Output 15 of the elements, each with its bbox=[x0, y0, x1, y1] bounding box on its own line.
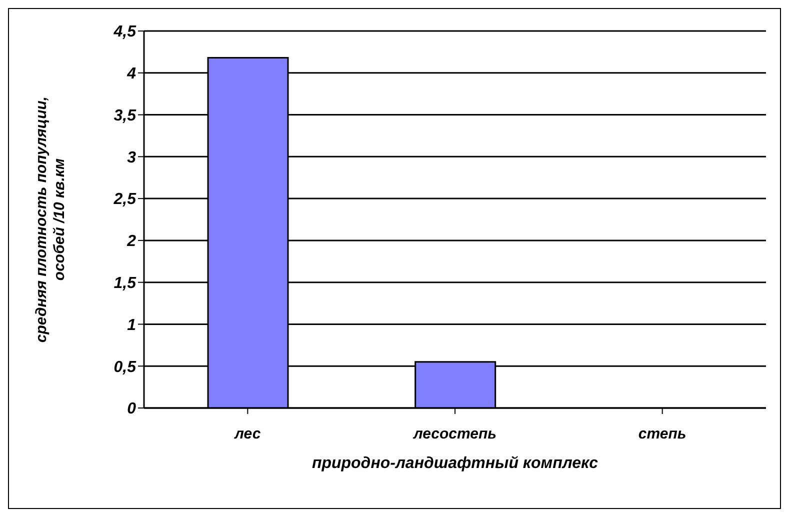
x-tick-label: лес bbox=[234, 426, 262, 443]
y-tick-label: 0,5 bbox=[114, 358, 138, 376]
y-tick-label: 2,5 bbox=[112, 191, 138, 208]
y-tick-label: 2 bbox=[126, 233, 136, 250]
x-tick-label: лесостепь bbox=[412, 426, 497, 443]
y-axis-title: средняя плотность популяции, особей /10 кв.км bbox=[33, 96, 68, 343]
y-tick-label: 4,5 bbox=[112, 24, 138, 41]
x-tick-label: степь bbox=[638, 426, 686, 443]
y-tick-label: 4 bbox=[126, 66, 136, 83]
y-tick-label: 0 bbox=[127, 400, 136, 418]
y-tick-label: 1,5 bbox=[114, 275, 138, 292]
y-tick-label: 3,5 bbox=[114, 107, 138, 124]
y-tick-label: 1 bbox=[127, 316, 136, 334]
y-tick-label: 3 bbox=[127, 149, 136, 166]
x-axis-title: природно-ландшафтный комплекс bbox=[312, 455, 598, 472]
